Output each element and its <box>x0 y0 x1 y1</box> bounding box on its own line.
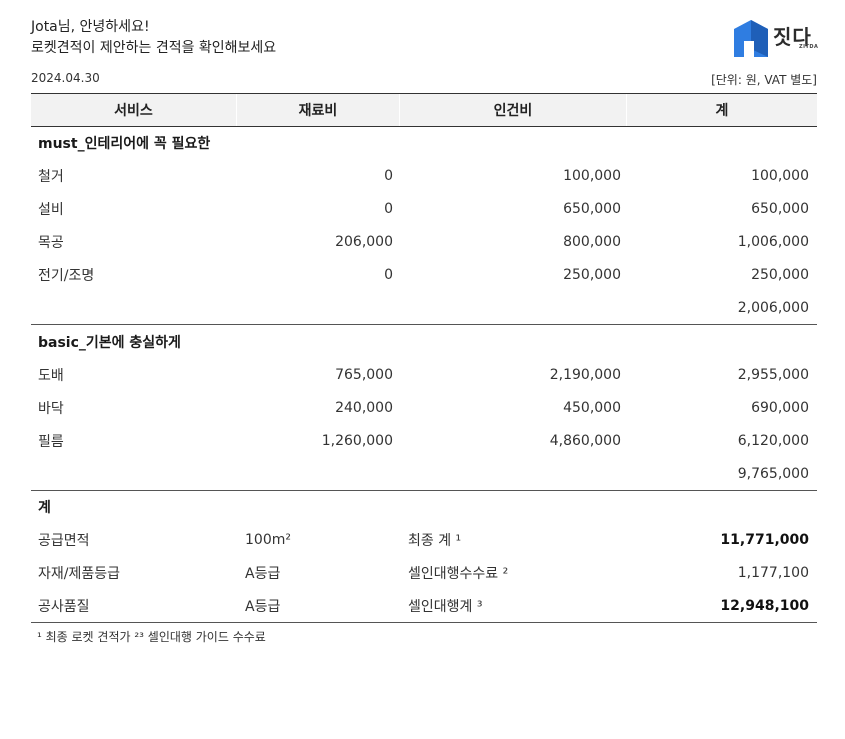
row-total: 6,120,000 <box>737 432 809 449</box>
labor-cost: 250,000 <box>563 266 621 283</box>
row-total: 650,000 <box>751 200 809 217</box>
summary-row: 공사품질 A등급 셀인대행계 ³ 12,948,100 <box>31 589 817 622</box>
table-row: 바닥 240,000 450,000 690,000 <box>31 391 817 424</box>
agency-total-amount: 12,948,100 <box>720 597 809 614</box>
summary-row: 자재/제품등급 A등급 셀인대행수수료 ² 1,177,100 <box>31 556 817 589</box>
service-name: 설비 <box>38 201 64 218</box>
agency-fee-amount: 1,177,100 <box>737 564 809 581</box>
row-total: 2,955,000 <box>737 366 809 383</box>
table-row: 필름 1,260,000 4,860,000 6,120,000 <box>31 424 817 457</box>
service-name: 철거 <box>38 168 64 185</box>
table-row: 전기/조명 0 250,000 250,000 <box>31 258 817 291</box>
estimate-date: 2024.04.30 <box>31 71 100 85</box>
material-cost: 206,000 <box>335 233 393 250</box>
summary-label: 공급면적 <box>38 532 90 549</box>
header-material: 재료비 <box>237 94 399 126</box>
summary-label: 공사품질 <box>38 598 90 615</box>
row-total: 100,000 <box>751 167 809 184</box>
table-row: 철거 0 100,000 100,000 <box>31 159 817 192</box>
logo-wordmark: 짓다 <box>773 25 812 49</box>
material-cost: 0 <box>384 266 393 283</box>
material-cost: 0 <box>384 167 393 184</box>
summary-label: 자재/제품등급 <box>38 565 120 582</box>
header-total: 계 <box>627 94 817 126</box>
row-total: 250,000 <box>751 266 809 283</box>
summary-value: 100m² <box>245 531 291 548</box>
summary-value: A등급 <box>245 598 281 615</box>
table-row: 도배 765,000 2,190,000 2,955,000 <box>31 358 817 391</box>
service-name: 전기/조명 <box>38 267 95 284</box>
header-service: 서비스 <box>31 94 236 126</box>
summary-title-row: 계 <box>31 490 817 523</box>
labor-cost: 800,000 <box>563 233 621 250</box>
unit-note: [단위: 원, VAT 별도] <box>711 73 817 87</box>
greeting-line-1: Jota님, 안녕하세요! <box>31 19 150 35</box>
footnote: ¹ 최종 로켓 견적가 ²³ 셀인대행 가이드 수수료 <box>37 630 266 644</box>
zitda-logo: 짓다 ZITDA <box>733 19 823 61</box>
subtotal-row: 2,006,000 <box>31 291 817 324</box>
greeting-line-2: 로켓견적이 제안하는 견적을 확인해보세요 <box>31 40 277 56</box>
summary-row: 공급면적 100m² 최종 계 ¹ 11,771,000 <box>31 523 817 556</box>
section-title: must_인테리어에 꼭 필요한 <box>38 135 211 152</box>
material-cost: 240,000 <box>335 399 393 416</box>
material-cost: 0 <box>384 200 393 217</box>
material-cost: 765,000 <box>335 366 393 383</box>
service-name: 목공 <box>38 234 64 251</box>
summary-title: 계 <box>38 499 51 516</box>
service-name: 도배 <box>38 367 64 384</box>
summary-amount-label: 셀인대행수수료 ² <box>408 565 509 582</box>
summary-value: A등급 <box>245 565 281 582</box>
labor-cost: 2,190,000 <box>549 366 621 383</box>
section-divider <box>31 324 817 325</box>
section-title-row: basic_기본에 충실하게 <box>31 325 817 358</box>
labor-cost: 450,000 <box>563 399 621 416</box>
table-row: 설비 0 650,000 650,000 <box>31 192 817 225</box>
header-labor: 인건비 <box>400 94 626 126</box>
table-row: 목공 206,000 800,000 1,006,000 <box>31 225 817 258</box>
summary-amount-label: 셀인대행계 ³ <box>408 598 483 615</box>
section-subtotal: 9,765,000 <box>737 465 809 482</box>
row-total: 690,000 <box>751 399 809 416</box>
table-header: 서비스 재료비 인건비 계 <box>31 93 817 127</box>
labor-cost: 4,860,000 <box>549 432 621 449</box>
house-logo-icon <box>734 20 768 57</box>
subtotal-row: 9,765,000 <box>31 457 817 490</box>
section-subtotal: 2,006,000 <box>737 299 809 316</box>
row-total: 1,006,000 <box>737 233 809 250</box>
summary-amount-label: 최종 계 ¹ <box>408 532 462 549</box>
service-name: 필름 <box>38 433 64 450</box>
section-title: basic_기본에 충실하게 <box>38 334 181 351</box>
service-name: 바닥 <box>38 400 64 417</box>
material-cost: 1,260,000 <box>321 432 393 449</box>
summary-divider <box>31 622 817 623</box>
labor-cost: 650,000 <box>563 200 621 217</box>
logo-subtext: ZITDA <box>799 44 819 50</box>
section-divider <box>31 490 817 491</box>
section-title-row: must_인테리어에 꼭 필요한 <box>31 126 817 159</box>
labor-cost: 100,000 <box>563 167 621 184</box>
final-total-amount: 11,771,000 <box>720 531 809 548</box>
